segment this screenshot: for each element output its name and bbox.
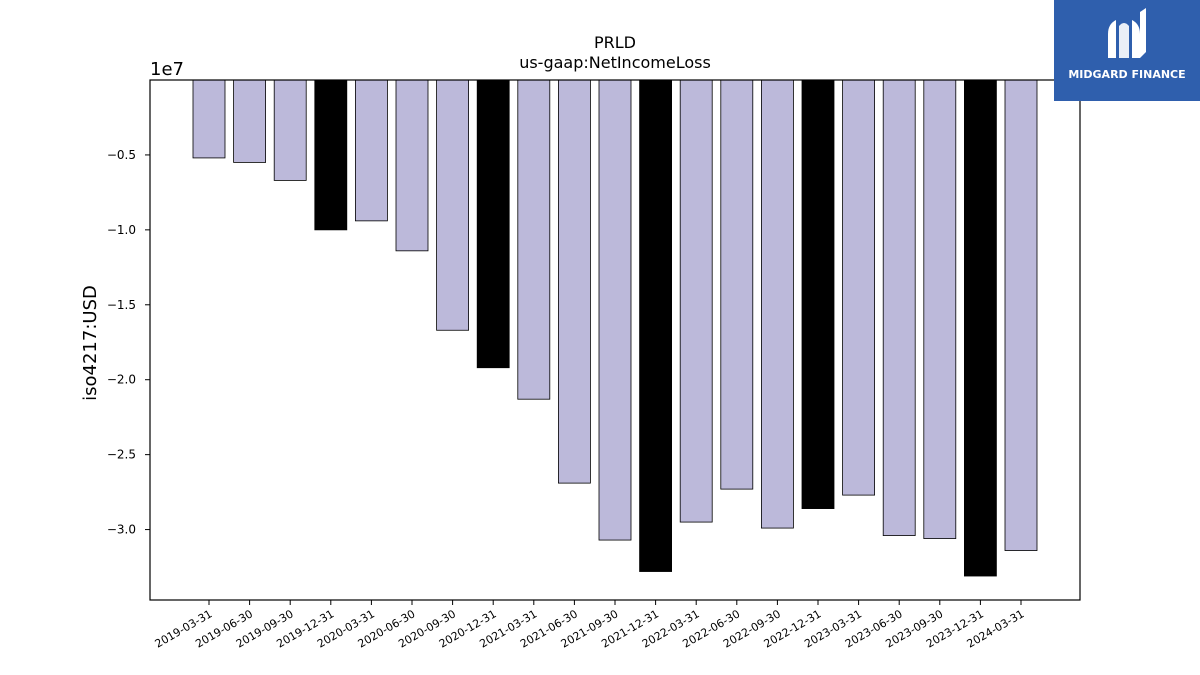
y-axis-ticks: −0.5 −1.0 −1.5 −2.0 −2.5 −3.0 [107,148,150,537]
y-axis-label: iso4217:USD [80,285,101,401]
y-tick-label: −2.0 [107,373,136,387]
axis-offset-label: 1e7 [150,59,184,80]
brand-logo: MIDGARD FINANCE [1054,0,1200,101]
bar-2020-06-30 [395,79,429,252]
bar-2019-12-31 [314,79,348,231]
bar-2022-09-30 [761,79,794,529]
bar-2020-09-30 [436,79,470,331]
brand-name: MIDGARD FINANCE [1068,68,1186,81]
bar-2023-03-31 [842,79,875,496]
bar-2022-12-31 [801,79,835,509]
bar-2023-12-31 [964,79,997,577]
y-tick-label: −0.5 [107,148,136,162]
bar-2021-03-31 [517,79,551,400]
y-tick-label: −3.0 [107,523,136,537]
bar-2021-12-31 [639,79,672,572]
bars-group [192,79,1038,577]
bar-2020-03-31 [354,79,388,222]
midgard-logo-icon [1108,8,1146,58]
y-tick-label: −2.5 [107,448,136,462]
bar-2023-06-30 [882,79,916,536]
x-axis-ticks: 2019-03-312019-06-302019-09-302019-12-31… [153,600,1027,651]
bar-2023-09-30 [923,79,957,539]
y-tick-label: −1.0 [107,223,136,237]
bar-2019-03-31 [192,79,226,159]
chart-subtitle: us-gaap:NetIncomeLoss [519,53,711,72]
bar-2022-06-30 [720,79,754,490]
y-tick-label: −1.5 [107,298,136,312]
bar-2019-06-30 [233,79,267,163]
bar-2019-09-30 [273,79,307,181]
bar-2021-06-30 [558,79,591,484]
bar-2024-03-31 [1004,79,1038,551]
bar-2022-03-31 [679,79,713,523]
bar-2021-09-30 [598,79,632,541]
chart-title: PRLD [594,33,636,52]
bar-2020-12-31 [476,79,510,369]
plot-frame [149,79,1081,601]
